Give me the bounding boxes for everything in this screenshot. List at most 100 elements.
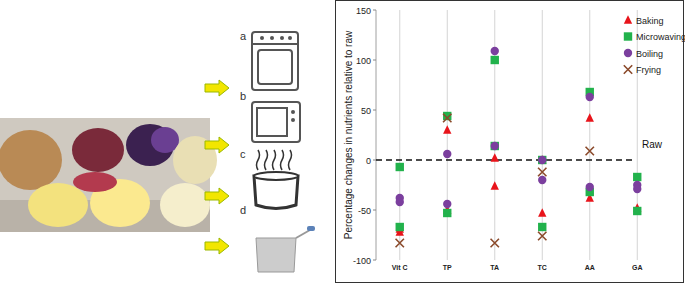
x-tick-label: GA [632, 264, 643, 271]
arrow [205, 188, 229, 204]
legend-label: Microwaving [636, 32, 685, 42]
oven-icon [270, 36, 274, 40]
point [538, 168, 546, 176]
oven-icon [258, 50, 292, 84]
arrow [205, 137, 229, 153]
legend-label: Baking [636, 16, 664, 26]
legend-marker [624, 49, 632, 57]
potato-photo [0, 118, 217, 232]
point [443, 114, 451, 122]
point [586, 147, 594, 155]
point [443, 150, 451, 158]
y-tick [373, 260, 376, 261]
point [538, 232, 546, 240]
point [396, 239, 404, 247]
x-tick-label: TA [490, 264, 499, 271]
reference-line [376, 159, 636, 161]
chart-frame [336, 1, 684, 283]
fryer-icon [256, 238, 296, 272]
point [538, 223, 546, 231]
legend-label: Boiling [636, 49, 663, 59]
point [396, 198, 404, 206]
pot-icon [254, 172, 298, 180]
y-axis-label: Percentage changes in nutrients relative… [343, 30, 354, 239]
potato [73, 172, 117, 192]
y-tick-label: -100 [353, 256, 371, 266]
potato [0, 130, 62, 190]
point [538, 156, 546, 164]
grid-line [637, 10, 638, 260]
oven-icon [260, 36, 264, 40]
point [443, 209, 451, 217]
grid-line [589, 10, 590, 260]
steam [273, 150, 276, 170]
steam [281, 150, 284, 170]
y-tick-label: 100 [356, 56, 371, 66]
reference-label: Raw [642, 139, 663, 150]
point [586, 93, 594, 101]
y-tick [373, 60, 376, 61]
icon-label: a [240, 30, 247, 42]
x-tick-label: Vit C [392, 264, 408, 271]
potato-cut [151, 127, 179, 153]
point [491, 56, 499, 64]
steam [257, 150, 260, 170]
point [443, 200, 451, 208]
oven-icon [252, 32, 298, 90]
oven-icon [288, 36, 292, 40]
point [491, 142, 499, 150]
steam [265, 150, 268, 170]
potato-cut [28, 183, 88, 227]
legend-label: Frying [636, 65, 661, 75]
y-tick-label: -50 [358, 206, 371, 216]
point [633, 207, 641, 215]
marks [396, 47, 642, 247]
x-tick-label: TC [538, 264, 547, 271]
y-tick-label: 50 [361, 106, 371, 116]
point [633, 185, 641, 193]
point [491, 47, 499, 55]
fryer-icon [296, 230, 310, 238]
point [491, 153, 499, 161]
grid-line [399, 10, 400, 260]
microwave-icon [252, 102, 300, 142]
microwave-icon [291, 110, 295, 114]
point [538, 155, 546, 163]
point [586, 113, 594, 121]
point [443, 125, 451, 133]
point [586, 183, 594, 191]
method-icons: a b c d [205, 30, 315, 272]
legend-marker [624, 15, 632, 23]
arrow [205, 80, 229, 96]
figure: a b c d Percentage changes in nutrients rela… [0, 0, 685, 283]
point [396, 163, 404, 171]
point [538, 208, 546, 216]
x-tick-label: TP [443, 264, 452, 271]
icon-label: b [240, 90, 246, 102]
grid-line [447, 10, 448, 260]
potato-cut [160, 183, 210, 227]
arrow [205, 238, 229, 254]
y-tick [373, 210, 376, 211]
icon-label: c [240, 148, 246, 160]
microwave-icon [257, 108, 287, 136]
y-tick [373, 110, 376, 111]
point [491, 181, 499, 189]
microwave-icon [291, 118, 295, 122]
icon-label: d [240, 204, 246, 216]
steam [289, 150, 292, 170]
point [491, 239, 499, 247]
potato [72, 128, 124, 172]
fryer-icon [307, 226, 315, 231]
point [491, 142, 499, 150]
y-tick [373, 10, 376, 11]
legend: Baking Microwaving Boiling Frying [624, 15, 685, 75]
legend-marker [624, 65, 632, 73]
y-axis-line [376, 10, 377, 260]
point [633, 173, 641, 181]
legend-marker [624, 32, 632, 40]
point [538, 176, 546, 184]
grid-line [542, 10, 543, 260]
oven-icon [280, 36, 284, 40]
x-tick-label: AA [585, 264, 595, 271]
